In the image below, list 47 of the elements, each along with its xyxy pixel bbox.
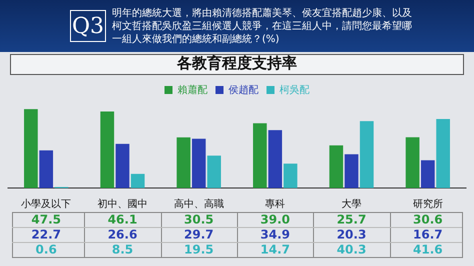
bar xyxy=(436,118,450,188)
bar xyxy=(420,160,435,188)
bar xyxy=(253,123,267,188)
x-tick-label: 高中、高職 xyxy=(174,198,224,210)
data-label: 40.3 xyxy=(336,242,366,257)
text: Q3 xyxy=(70,10,106,42)
x-tick-label: 初中、國中 xyxy=(98,198,148,210)
data-label: 47.5 xyxy=(31,212,61,227)
bar xyxy=(39,150,54,188)
bar xyxy=(130,174,145,188)
x-tick-label: 大學 xyxy=(342,198,362,210)
data-label: 19.5 xyxy=(184,242,214,257)
data-label: 0.6 xyxy=(36,242,57,257)
legend-label: 賴蕭配 xyxy=(178,84,208,96)
x-tick-label: 小學及以下 xyxy=(21,198,72,210)
data-label: 26.6 xyxy=(108,228,138,242)
bar xyxy=(268,130,282,188)
data-label: 29.7 xyxy=(184,228,214,242)
data-label: 22.7 xyxy=(31,228,61,242)
bar xyxy=(344,154,358,188)
x-tick-label: 專科 xyxy=(265,198,286,210)
bar xyxy=(406,137,420,188)
data-label: 41.6 xyxy=(413,242,443,257)
bar xyxy=(360,121,374,188)
data-label: 30.5 xyxy=(184,212,214,227)
bar xyxy=(100,111,114,188)
data-label: 14.7 xyxy=(260,242,290,257)
data-label: 39.0 xyxy=(260,212,290,227)
bar xyxy=(176,137,190,188)
data-label: 25.7 xyxy=(336,212,366,227)
bar xyxy=(329,145,344,188)
data-label: 16.7 xyxy=(413,228,443,242)
data-label: 34.9 xyxy=(260,228,290,242)
chart-title: 各教育程度支持率 xyxy=(176,54,297,72)
data-label: 46.1 xyxy=(108,212,138,227)
legend-label: 柯吳配 xyxy=(280,84,310,96)
data-label: 30.6 xyxy=(413,212,443,227)
bar xyxy=(192,138,206,188)
bar xyxy=(116,144,130,188)
x-tick-label: 研究所 xyxy=(412,198,443,210)
bar xyxy=(207,156,221,188)
data-label: 8.5 xyxy=(112,242,134,257)
data-label: 20.3 xyxy=(336,228,366,242)
bar xyxy=(284,164,298,188)
legend-label: 侯趙配 xyxy=(228,84,258,96)
chart-subtitle: 明年的總統大選，將由賴清德搭配蕭美琴、侯友宜搭配趙少康、以及柯文哲搭配吳欣盈三組候選人競爭，在這三組人中，請問您最希望哪一組人來做我們的總統和副總統？(%) xyxy=(112,7,412,46)
bar xyxy=(24,109,38,188)
